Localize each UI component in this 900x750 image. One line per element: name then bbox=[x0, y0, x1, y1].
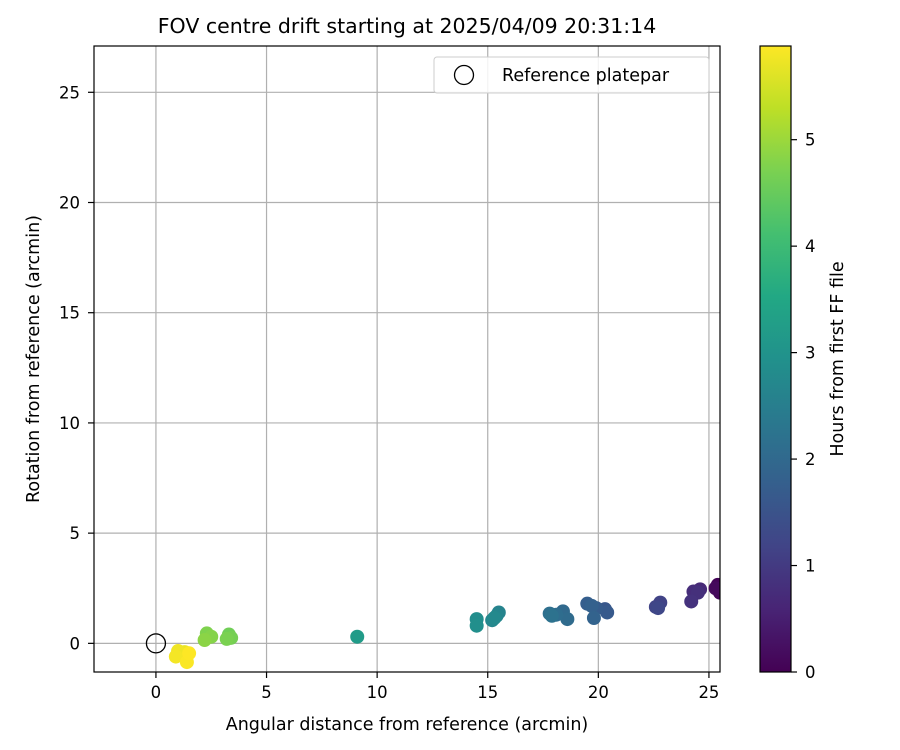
colorbar-tick-label: 0 bbox=[805, 663, 816, 682]
y-tick-label: 5 bbox=[70, 524, 81, 543]
colorbar-label: Hours from first FF file bbox=[828, 261, 848, 456]
y-tick-label: 10 bbox=[59, 414, 80, 433]
colorbar-tick-label: 2 bbox=[805, 450, 816, 469]
scatter-points bbox=[168, 577, 720, 670]
scatter-point bbox=[586, 610, 601, 625]
colorbar-tick-label: 5 bbox=[805, 131, 816, 150]
reference-platepar-marker bbox=[145, 633, 167, 654]
x-tick-label: 25 bbox=[698, 683, 719, 702]
scatter-point bbox=[168, 649, 183, 664]
scatter-point bbox=[544, 608, 559, 623]
y-tick-label: 15 bbox=[59, 304, 80, 323]
x-tick-label: 5 bbox=[261, 683, 272, 702]
colorbar-tick-label: 1 bbox=[805, 557, 816, 576]
colorbar-ticks: 0 1 2 3 4 5 bbox=[791, 131, 816, 682]
colorbar-gradient bbox=[759, 45, 792, 673]
grid bbox=[94, 46, 720, 672]
reference-marker-layer bbox=[145, 633, 167, 654]
x-axis-ticks: 0 5 10 15 20 25 bbox=[151, 672, 719, 702]
colorbar: 0 1 2 3 4 5 Hours from first FF file bbox=[759, 45, 848, 682]
scatter-point bbox=[708, 581, 720, 596]
x-tick-label: 10 bbox=[367, 683, 388, 702]
y-axis-ticks: 0 5 10 15 20 25 bbox=[59, 83, 94, 653]
scatter-point bbox=[182, 646, 197, 661]
legend-marker-reference bbox=[453, 64, 475, 86]
legend: Reference platepar bbox=[433, 56, 710, 94]
chart-title: FOV centre drift starting at 2025/04/09 … bbox=[158, 14, 657, 38]
scatter-point bbox=[600, 605, 615, 620]
scatter-point bbox=[584, 598, 599, 613]
y-tick-label: 20 bbox=[59, 194, 80, 213]
plot-frame bbox=[93, 45, 721, 673]
scatter-point bbox=[197, 633, 212, 648]
x-axis-label: Angular distance from reference (arcmin) bbox=[226, 715, 589, 735]
x-tick-label: 15 bbox=[477, 683, 498, 702]
scatter-point bbox=[219, 631, 234, 646]
scatter-point bbox=[487, 610, 502, 625]
x-tick-label: 20 bbox=[588, 683, 609, 702]
legend-box bbox=[433, 56, 710, 94]
colorbar-tick-label: 3 bbox=[805, 344, 816, 363]
x-tick-label: 0 bbox=[151, 683, 162, 702]
scatter-point bbox=[560, 612, 575, 627]
y-tick-label: 0 bbox=[70, 634, 81, 653]
legend-label-reference-platepar: Reference platepar bbox=[502, 66, 670, 86]
scatter-point bbox=[651, 601, 666, 616]
colorbar-tick-label: 4 bbox=[805, 237, 816, 256]
plot-area bbox=[94, 46, 720, 672]
scatter-point bbox=[684, 594, 699, 609]
y-tick-label: 25 bbox=[59, 83, 80, 102]
scatter-point bbox=[350, 629, 365, 644]
scatter-point bbox=[469, 618, 484, 633]
y-axis-label: Rotation from reference (arcmin) bbox=[24, 215, 44, 503]
